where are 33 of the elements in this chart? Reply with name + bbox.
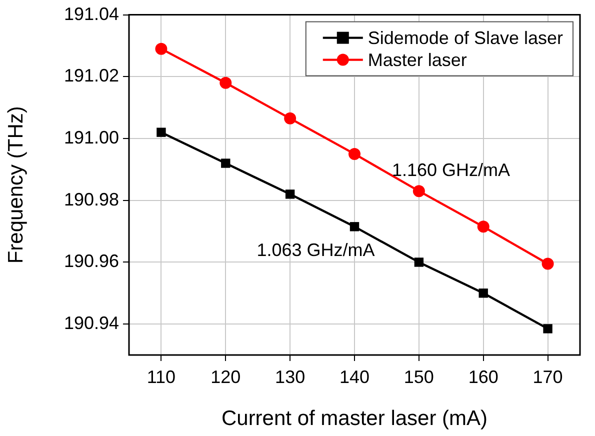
point bbox=[543, 324, 552, 334]
annotation: 1.063 GHz/mA bbox=[256, 240, 375, 260]
point bbox=[348, 148, 360, 160]
point bbox=[478, 288, 488, 298]
y-axis-title: Frequency (THz) bbox=[4, 106, 28, 264]
point bbox=[412, 185, 425, 198]
y-tick-label: 191.00 bbox=[64, 127, 119, 148]
point bbox=[542, 258, 554, 270]
legend-label: Master laser bbox=[368, 50, 467, 70]
point bbox=[221, 158, 230, 168]
point bbox=[477, 220, 490, 233]
x-tick-label: 150 bbox=[404, 366, 434, 387]
point bbox=[350, 222, 360, 232]
legend-label: Sidemode of Slave laser bbox=[368, 28, 564, 48]
point bbox=[285, 190, 295, 199]
annotation: 1.160 GHz/mA bbox=[392, 160, 510, 180]
y-tick-label: 190.94 bbox=[64, 313, 119, 334]
y-tick-label: 191.04 bbox=[64, 4, 119, 24]
point bbox=[220, 76, 232, 89]
x-axis-title: Current of master laser (mA) bbox=[221, 407, 488, 430]
x-tick-label: 160 bbox=[468, 366, 498, 387]
point bbox=[155, 42, 168, 55]
x-tick-label: 140 bbox=[339, 366, 370, 387]
y-tick-label: 191.02 bbox=[64, 66, 119, 86]
x-tick-label: 170 bbox=[532, 366, 563, 387]
x-tick-label: 110 bbox=[146, 366, 176, 387]
x-tick-label: 120 bbox=[210, 366, 241, 387]
y-tick-label: 190.98 bbox=[64, 189, 119, 210]
y-tick-label: 190.96 bbox=[64, 251, 119, 272]
point bbox=[414, 258, 424, 267]
x-tick-label: 130 bbox=[275, 366, 306, 387]
point bbox=[156, 128, 166, 137]
point bbox=[284, 112, 296, 124]
